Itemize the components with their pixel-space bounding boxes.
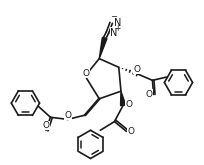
Text: O: O bbox=[127, 127, 134, 136]
Text: O: O bbox=[133, 65, 140, 74]
Text: N: N bbox=[113, 18, 121, 28]
Text: O: O bbox=[42, 121, 49, 130]
Polygon shape bbox=[120, 91, 125, 106]
Text: O: O bbox=[82, 69, 89, 78]
Text: −: − bbox=[110, 12, 116, 21]
Text: +: + bbox=[114, 24, 120, 33]
Text: O: O bbox=[65, 111, 72, 120]
Text: O: O bbox=[145, 90, 152, 99]
Text: N: N bbox=[110, 28, 117, 38]
Text: O: O bbox=[124, 100, 131, 109]
Polygon shape bbox=[99, 37, 106, 59]
